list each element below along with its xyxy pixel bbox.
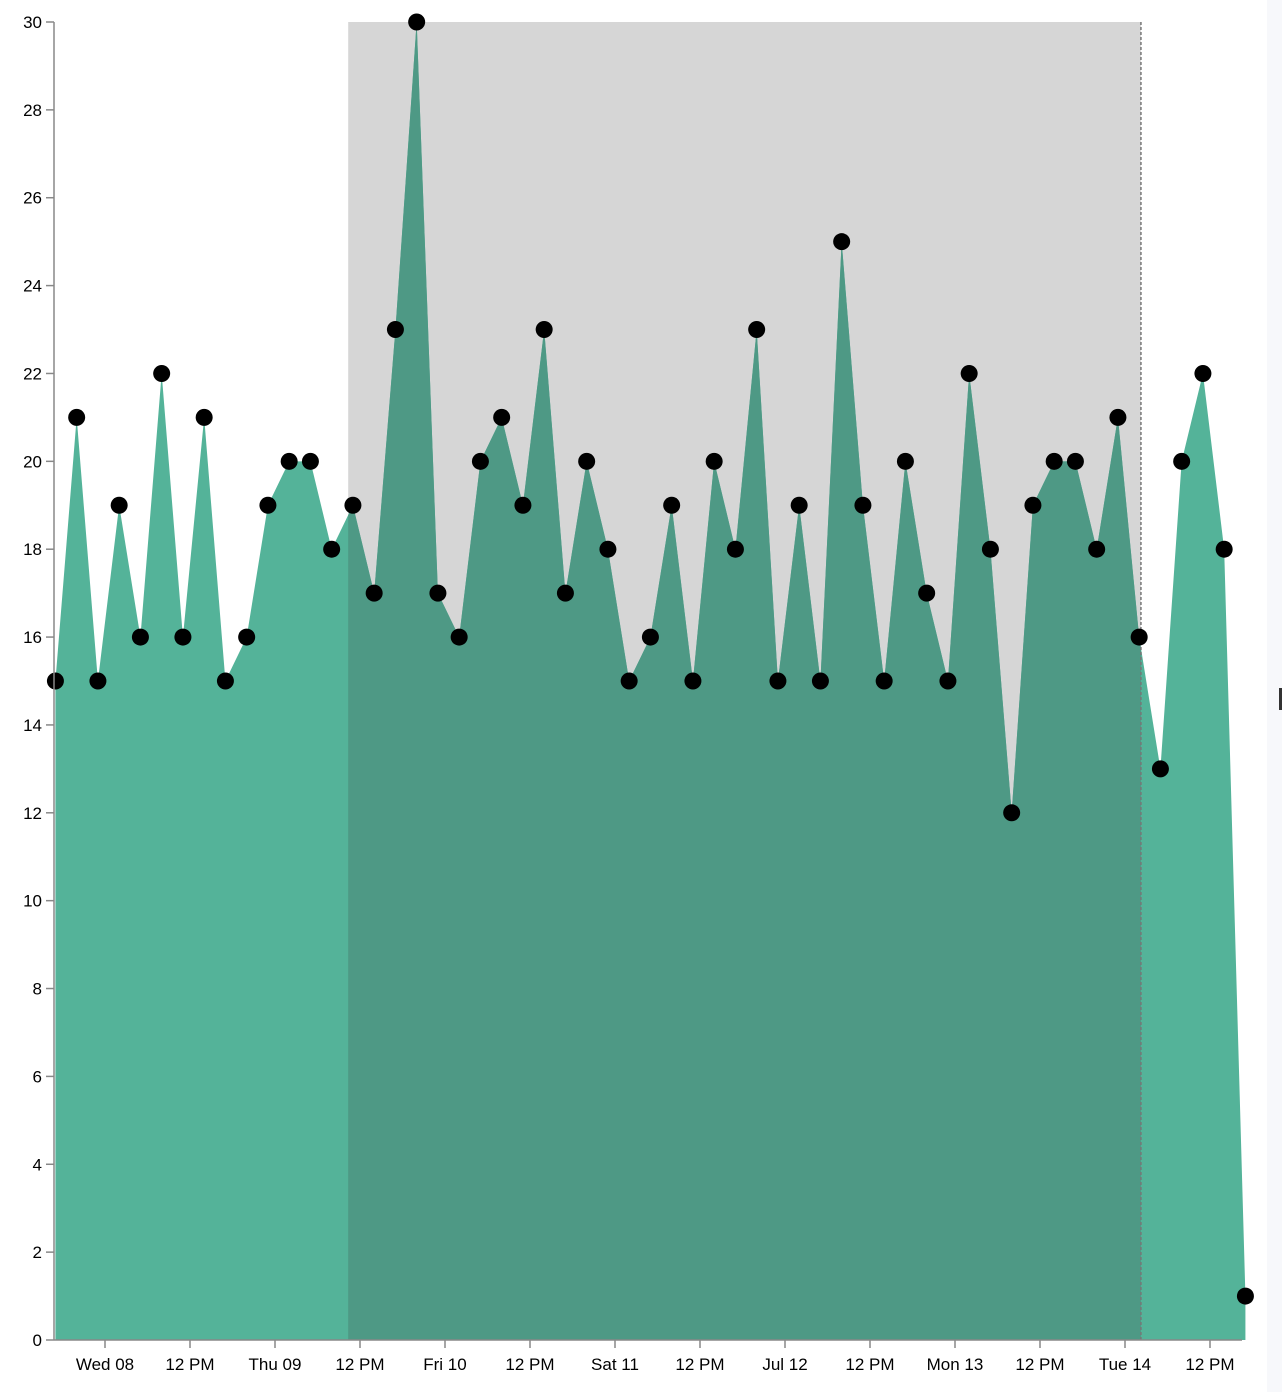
x-tick-label: Mon 13 [927, 1355, 984, 1374]
x-tick-label: 12 PM [1185, 1355, 1234, 1374]
data-point [450, 628, 468, 646]
data-point [1194, 364, 1212, 382]
data-point [641, 628, 659, 646]
x-tick-label: 12 PM [845, 1355, 894, 1374]
data-point [280, 452, 298, 470]
x-tick-label: Wed 08 [76, 1355, 134, 1374]
x-tick-label: Thu 09 [249, 1355, 302, 1374]
data-point [620, 672, 638, 690]
y-tick-label: 12 [23, 804, 42, 823]
y-tick-label: 24 [23, 277, 42, 296]
data-point [1024, 496, 1042, 514]
points-layer [46, 13, 1254, 1305]
data-point [833, 233, 851, 251]
data-point [131, 628, 149, 646]
area-series-selected [348, 22, 1141, 1340]
data-point [1151, 760, 1169, 778]
data-point [301, 452, 319, 470]
x-tick-label: 12 PM [335, 1355, 384, 1374]
y-tick-label: 8 [33, 980, 42, 999]
data-point [1088, 540, 1106, 558]
y-tick-label: 20 [23, 452, 42, 471]
data-point [216, 672, 234, 690]
data-point [408, 13, 426, 31]
data-point [471, 452, 489, 470]
y-tick-label: 14 [23, 716, 42, 735]
x-tick-label: Sat 11 [591, 1355, 639, 1374]
data-point [811, 672, 829, 690]
x-tick-label: 12 PM [675, 1355, 724, 1374]
data-point [1215, 540, 1233, 558]
data-point [939, 672, 957, 690]
y-tick-label: 30 [23, 13, 42, 32]
y-tick-label: 6 [33, 1067, 42, 1086]
data-point [89, 672, 107, 690]
data-point [769, 672, 787, 690]
data-point [918, 584, 936, 602]
data-point [46, 672, 64, 690]
data-point [790, 496, 808, 514]
data-point [1045, 452, 1063, 470]
y-tick-label: 2 [33, 1243, 42, 1262]
x-tick-label: Tue 14 [1099, 1355, 1151, 1374]
data-point [514, 496, 532, 514]
x-tick-label: Fri 10 [423, 1355, 466, 1374]
y-tick-label: 18 [23, 540, 42, 559]
data-point [726, 540, 744, 558]
data-point [238, 628, 256, 646]
data-point [578, 452, 596, 470]
data-point [344, 496, 362, 514]
data-point [259, 496, 277, 514]
data-point [875, 672, 893, 690]
y-tick-label: 22 [23, 364, 42, 383]
data-point [493, 408, 511, 426]
data-point [174, 628, 192, 646]
y-tick-label: 4 [33, 1155, 42, 1174]
side-panel-edge [1267, 0, 1282, 1392]
data-point [1066, 452, 1084, 470]
data-point [1003, 804, 1021, 822]
y-tick-label: 16 [23, 628, 42, 647]
data-point [556, 584, 574, 602]
data-point [386, 321, 404, 339]
y-tick-label: 28 [23, 101, 42, 120]
data-point [1173, 452, 1191, 470]
data-point [365, 584, 383, 602]
data-point [535, 321, 553, 339]
x-tick-label: 12 PM [505, 1355, 554, 1374]
data-point [599, 540, 617, 558]
data-point [981, 540, 999, 558]
cursor-marker [1279, 688, 1282, 710]
y-tick-label: 0 [33, 1331, 42, 1350]
x-axis: Wed 08 12 PM Thu 09 12 PM Fri 10 12 PM Sat 11 1… [54, 1339, 1242, 1374]
data-point [1130, 628, 1148, 646]
data-point [663, 496, 681, 514]
y-tick-label: 26 [23, 189, 42, 208]
data-point [854, 496, 872, 514]
data-point [429, 584, 447, 602]
area-layer [55, 22, 1246, 1340]
data-point [153, 364, 171, 382]
data-point [705, 452, 723, 470]
data-point [1109, 408, 1127, 426]
data-point [1236, 1287, 1254, 1305]
data-point [323, 540, 341, 558]
data-point [748, 321, 766, 339]
x-tick-label: Jul 12 [762, 1355, 807, 1374]
x-tick-label: 12 PM [165, 1355, 214, 1374]
data-point [684, 672, 702, 690]
x-tick-label: 12 PM [1015, 1355, 1064, 1374]
y-tick-label: 10 [23, 892, 42, 911]
data-point [68, 408, 86, 426]
data-point [960, 364, 978, 382]
data-point [195, 408, 213, 426]
data-point [110, 496, 128, 514]
data-point [896, 452, 914, 470]
